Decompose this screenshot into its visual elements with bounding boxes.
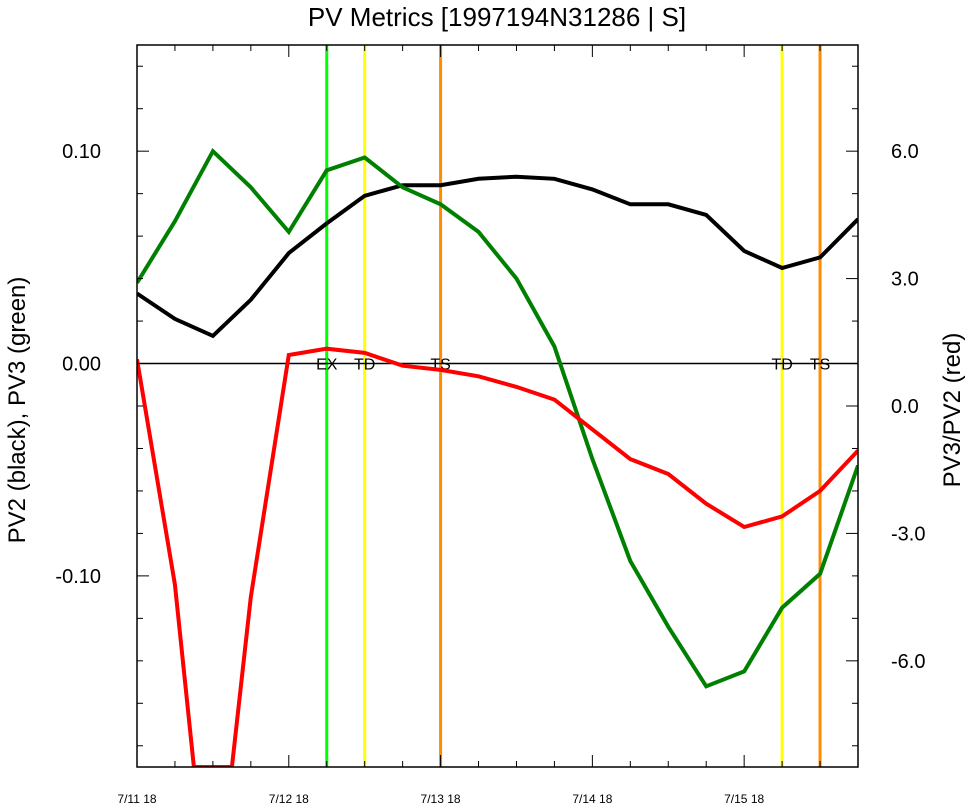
y-right-tick-label-0: 6.0 <box>891 141 919 163</box>
marker-label-ts-4: TS <box>810 357 830 374</box>
y-axis-label-right: PV3/PV2 (red) <box>939 333 966 488</box>
plot-area: EX TD TS TD TS7/11 18 7/12 18 7/13 18 7/14 18 7/… <box>55 45 925 805</box>
y-left-tick-label-1: 0.00 <box>62 354 101 376</box>
series-line-0 <box>137 174 858 339</box>
x-tick-label-4: 7/15 18 <box>724 792 764 805</box>
y-right-tick-label-4: -6.0 <box>891 651 925 673</box>
y-right-tick-label-1: 3.0 <box>891 269 919 291</box>
y-right-tick-label-3: -3.0 <box>891 523 925 545</box>
marker-label-ex-0: EX <box>316 357 338 374</box>
chart-title: PV Metrics [1997194N31286 | S] <box>308 2 686 32</box>
y-left-tick-label-0: 0.10 <box>62 141 101 163</box>
marker-label-td-3: TD <box>771 357 792 374</box>
y-axis-label-left: PV2 (black), PV3 (green) <box>4 277 31 544</box>
x-tick-label-0: 7/11 18 <box>117 792 156 805</box>
x-tick-label-1: 7/12 18 <box>269 792 309 805</box>
x-tick-label-2: 7/13 18 <box>421 792 461 805</box>
y-right-tick-label-2: 0.0 <box>891 396 919 418</box>
marker-label-td-1: TD <box>354 357 375 374</box>
series-line-2 <box>137 346 858 767</box>
x-tick-label-3: 7/14 18 <box>572 792 612 805</box>
plot-frame <box>136 44 859 768</box>
series-line-1 <box>137 147 858 689</box>
y-left-tick-label-2: -0.10 <box>55 566 101 588</box>
